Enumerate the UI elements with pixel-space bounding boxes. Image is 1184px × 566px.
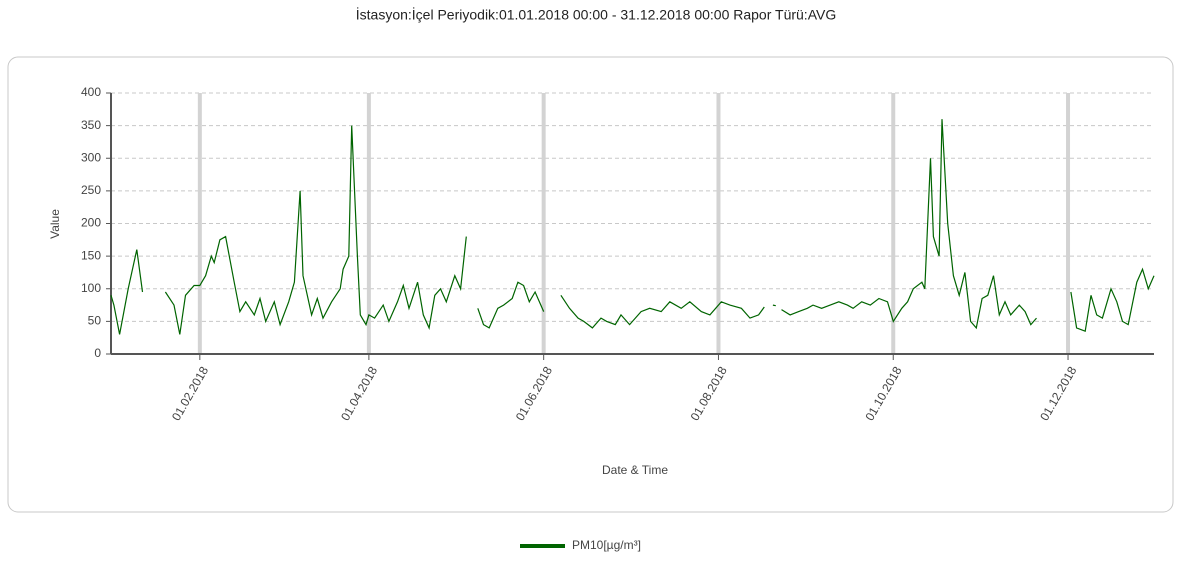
chart-frame [7,56,1174,513]
data-line [110,119,1155,335]
legend-label: PM10[µg/m³] [572,538,641,552]
y-tick-label: 150 [81,248,101,262]
y-tick-label: 100 [81,281,101,295]
chart-title: İstasyon:İçel Periyodik:01.01.2018 00:00… [356,6,836,23]
y-tick-label: 250 [81,183,101,197]
y-axis-label: Value [48,209,62,239]
y-tick-label: 200 [81,216,101,230]
y-tick-label: 0 [94,346,101,360]
legend: PM10[µg/m³] [520,538,641,552]
y-tick-label: 400 [81,85,101,99]
y-tick-label: 50 [88,314,102,328]
y-tick-label: 300 [81,150,101,164]
x-axis-label: Date & Time [602,463,668,477]
y-tick-label: 350 [81,118,101,132]
